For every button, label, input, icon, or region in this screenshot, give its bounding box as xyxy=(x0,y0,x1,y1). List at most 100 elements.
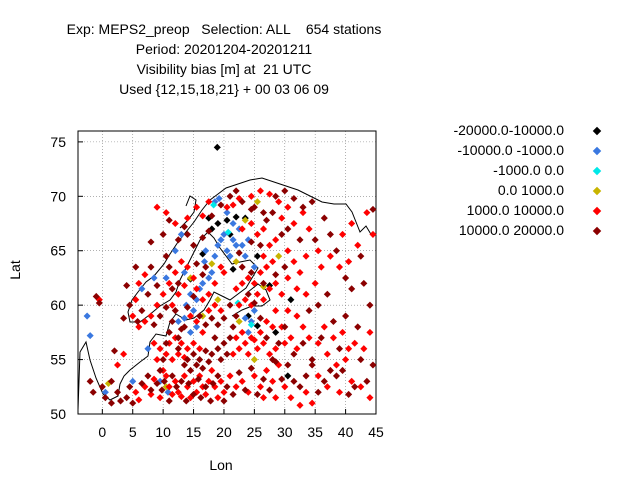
data-point xyxy=(326,230,334,238)
data-point xyxy=(262,334,271,342)
data-point xyxy=(110,347,119,355)
data-point xyxy=(235,369,243,377)
legend-entry-label: 1000.0 10000.0 xyxy=(466,202,564,218)
data-point xyxy=(190,390,198,398)
data-point xyxy=(290,194,298,203)
data-point xyxy=(348,377,356,385)
data-point xyxy=(208,314,216,322)
data-point xyxy=(266,241,274,249)
data-point xyxy=(217,201,225,209)
data-point xyxy=(186,328,195,336)
data-point xyxy=(86,332,94,340)
data-point xyxy=(259,394,268,402)
data-point xyxy=(284,274,292,282)
data-point xyxy=(308,361,316,369)
data-point xyxy=(299,203,307,211)
data-point xyxy=(345,258,353,266)
data-point xyxy=(217,263,225,271)
data-point xyxy=(132,296,140,304)
data-point xyxy=(272,192,280,200)
data-point xyxy=(244,274,252,282)
x-tick-label: 25 xyxy=(247,424,263,440)
data-point xyxy=(250,356,258,364)
data-point xyxy=(332,361,341,369)
data-point xyxy=(207,397,215,405)
data-point xyxy=(320,214,328,222)
data-point xyxy=(168,285,176,293)
data-point xyxy=(259,225,268,233)
data-point xyxy=(205,290,213,298)
data-point xyxy=(183,356,192,364)
data-point xyxy=(308,198,316,206)
data-point xyxy=(226,192,234,200)
data-point xyxy=(174,290,182,298)
data-point xyxy=(354,323,362,331)
data-point xyxy=(214,296,222,304)
data-point xyxy=(262,216,271,224)
data-point xyxy=(220,314,228,322)
data-point xyxy=(220,388,228,396)
data-point xyxy=(305,225,313,233)
data-point xyxy=(165,397,173,405)
data-point xyxy=(190,350,198,358)
data-point xyxy=(183,214,192,222)
data-point xyxy=(174,236,182,244)
data-point xyxy=(250,299,258,307)
data-point xyxy=(226,334,234,342)
data-point xyxy=(339,230,347,238)
data-point xyxy=(193,317,201,326)
data-point xyxy=(208,260,216,268)
x-tick-label: 10 xyxy=(155,424,171,440)
data-point xyxy=(323,350,331,358)
data-point xyxy=(335,345,344,353)
data-point xyxy=(86,377,94,385)
data-point xyxy=(159,290,167,298)
data-point xyxy=(329,334,337,342)
data-point xyxy=(314,388,322,396)
data-point xyxy=(165,383,173,391)
data-point xyxy=(275,252,283,260)
data-point xyxy=(180,282,188,290)
data-point xyxy=(247,238,255,246)
data-point xyxy=(162,339,170,347)
data-point xyxy=(162,209,170,217)
data-point xyxy=(185,379,193,388)
data-point xyxy=(284,307,292,315)
data-point xyxy=(129,312,137,320)
data-point xyxy=(262,317,271,326)
data-point xyxy=(311,279,319,287)
data-point xyxy=(202,321,210,329)
y-tick-label: 55 xyxy=(50,352,66,368)
data-point xyxy=(168,301,176,309)
data-point xyxy=(172,383,181,391)
data-point xyxy=(272,271,280,279)
data-point xyxy=(284,372,292,380)
data-point xyxy=(299,323,307,331)
data-point xyxy=(135,396,143,404)
data-point xyxy=(293,285,301,293)
data-point xyxy=(144,290,152,298)
data-point xyxy=(183,345,192,353)
data-point xyxy=(275,198,283,206)
data-point xyxy=(174,334,182,342)
data-point xyxy=(129,399,137,407)
data-point xyxy=(220,397,228,405)
data-point xyxy=(363,377,371,385)
x-tick-label: 40 xyxy=(338,424,354,440)
data-point xyxy=(296,383,304,391)
data-point xyxy=(200,258,209,266)
data-point xyxy=(329,317,337,326)
data-point xyxy=(162,303,170,311)
data-point xyxy=(314,247,322,255)
data-point xyxy=(186,312,195,320)
data-point xyxy=(308,356,316,364)
data-point xyxy=(223,247,231,255)
data-point xyxy=(159,356,167,364)
data-point xyxy=(247,364,255,372)
data-point xyxy=(256,383,264,391)
data-point xyxy=(123,394,131,402)
data-point xyxy=(141,271,149,279)
data-point xyxy=(296,268,304,277)
data-point xyxy=(158,386,166,394)
data-point xyxy=(208,350,216,358)
